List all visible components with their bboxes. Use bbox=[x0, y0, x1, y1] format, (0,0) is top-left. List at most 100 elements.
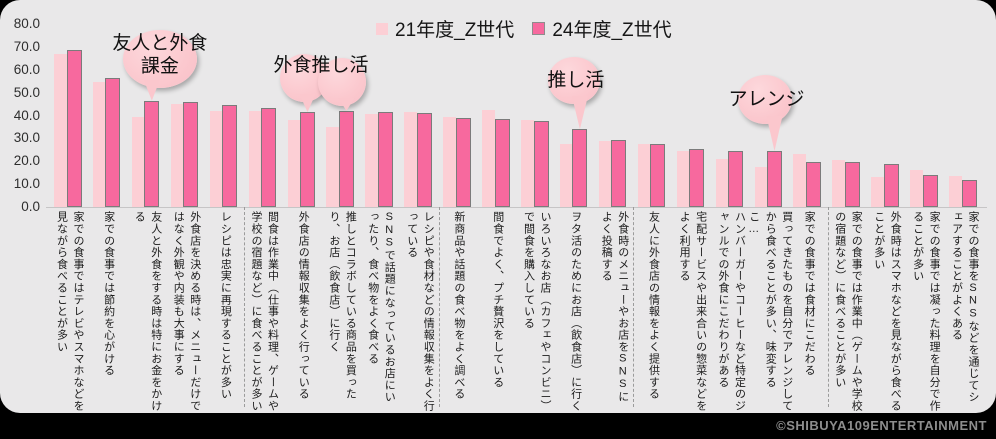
bar-fy21 bbox=[559, 144, 573, 207]
category-cell: 推しとコラボしている商品を買ったり、お店（飲食店）に行く bbox=[322, 211, 361, 412]
bar-fy24 bbox=[805, 162, 821, 207]
bar-fy21 bbox=[598, 140, 612, 207]
legend-label-fy24: 24年度_Z世代 bbox=[552, 20, 672, 41]
bar-fy21 bbox=[365, 114, 378, 207]
category-cell: 家での食事をSNSなどを通じてシェアすることがよくある bbox=[945, 211, 984, 412]
category-label: レシピや食材などの情報収集をよく行っている bbox=[405, 211, 435, 412]
callout-bubble bbox=[737, 75, 792, 124]
category-cell: レシピは忠実に再現することが多い bbox=[206, 211, 245, 412]
bar-fy21 bbox=[170, 104, 184, 207]
y-tick-label: 60.0 bbox=[13, 61, 40, 77]
category-label: 買ってきたものを自分でアレンジしてから食べることが多い、味変するこ… bbox=[747, 211, 793, 412]
legend-swatch-fy24 bbox=[532, 22, 546, 35]
group-separator bbox=[827, 207, 829, 407]
category-label: 外食時はスマホなどを見ながら食べることが多い bbox=[872, 211, 902, 412]
category-cell: いろいろなお店（カフェやコンビニ）で間食を購入している bbox=[517, 211, 556, 412]
category-label: 宅配サービスや出来合いの惣菜などをよく利用する bbox=[678, 211, 707, 412]
category-cell: 買ってきたものを自分でアレンジしてから食べることが多い、味変するこ… bbox=[748, 211, 793, 412]
callout-label: 友人と外食 課金 bbox=[112, 33, 208, 77]
category-axis: 家での食事ではテレビやスマホなどを見ながら食べることが多い 家での食事では節約を心… bbox=[50, 207, 984, 412]
legend-item-fy21: 21年度_Z世代 bbox=[376, 15, 514, 42]
category-cell: 家での食事では節約を心がける bbox=[89, 211, 128, 412]
bar-fy24 bbox=[922, 174, 938, 207]
bar-fy21 bbox=[910, 170, 923, 207]
callout-label: アレンジ bbox=[728, 89, 805, 110]
bar-fy24 bbox=[416, 113, 432, 207]
category-label: 友人と外食をする時は特にお金をかける bbox=[133, 211, 162, 412]
category-label: 家での食事をSNSなどを通じてシェアすることがよくある bbox=[950, 211, 980, 403]
plot-area bbox=[50, 0, 984, 207]
bar-fy24 bbox=[494, 118, 510, 207]
category-label: 家での食事では凝った料理を自分で作ることが多い bbox=[911, 211, 941, 412]
category-cell: 友人と外食をする時は特にお金をかける bbox=[128, 211, 167, 412]
x-axis-line bbox=[46, 207, 987, 208]
category-label: 家での食事では節約を心がける bbox=[102, 211, 115, 377]
y-tick-label: 10.0 bbox=[13, 176, 40, 192]
y-tick-label: 70.0 bbox=[13, 38, 40, 54]
category-cell: SNSで話題になっているお店にいったり、食べ物をよく食べる bbox=[361, 211, 400, 412]
legend-item-fy24: 24年度_Z世代 bbox=[532, 15, 672, 42]
category-cell: 家での食事ではテレビやスマホなどを見ながら食べることが多い bbox=[50, 211, 89, 412]
bar-fy21 bbox=[521, 120, 534, 207]
category-cell: 間食は作業中（仕事や料理、ゲームや学校の宿題など）に食べることが多い bbox=[245, 211, 284, 412]
bar-fy24 bbox=[338, 110, 354, 207]
bar-fy21 bbox=[715, 158, 729, 207]
category-label: 家での食事では食材にこだわる bbox=[803, 211, 816, 377]
bar-fy21 bbox=[131, 116, 145, 207]
category-cell: ハンバーガーやコーヒーなど特定のジャンルでの外食にこだわりがある bbox=[712, 211, 751, 412]
bar-fy24 bbox=[883, 163, 899, 207]
group-separator bbox=[438, 207, 440, 407]
bar-fy24 bbox=[844, 162, 860, 207]
bar-fy24 bbox=[105, 77, 121, 207]
legend-swatch-fy21 bbox=[376, 22, 388, 35]
bar-fy24 bbox=[377, 112, 393, 207]
copyright-text: ©SHIBUYA109ENTERTAINMENT bbox=[776, 418, 987, 433]
callout-label: 推し活 bbox=[547, 70, 605, 91]
bar-fy21 bbox=[287, 120, 300, 207]
category-cell: 外食時はスマホなどを見ながら食べることが多い bbox=[867, 211, 906, 412]
category-label: 間食でよく、プチ贅沢をしている bbox=[491, 211, 504, 388]
category-label: 友人に外食店の情報をよく提供する bbox=[647, 211, 660, 400]
bar-fy21 bbox=[871, 177, 884, 207]
bar-fy24 bbox=[455, 117, 471, 207]
bar-fy24 bbox=[728, 150, 744, 207]
category-cell: 外食時のメニューやお店をSNSによく投稿する bbox=[595, 211, 634, 412]
category-cell: 外食店を決める時は、メニューだけではなく外観や内装も大事にする bbox=[167, 211, 206, 412]
bar-fy21 bbox=[482, 109, 495, 207]
bar-fy24 bbox=[144, 100, 160, 207]
category-label: 外食店の情報収集をよく行っている bbox=[297, 211, 310, 400]
category-label: 外食店を決める時は、メニューだけではなく外観や内装も大事にする bbox=[172, 211, 201, 412]
category-cell: 家での食事では凝った料理を自分で作ることが多い bbox=[906, 211, 945, 412]
bar-fy21 bbox=[637, 144, 651, 207]
category-label: いろいろなお店（カフェやコンビニ）で間食を購入している bbox=[522, 211, 551, 412]
group-separator bbox=[244, 207, 246, 407]
bar-fy21 bbox=[326, 126, 339, 207]
y-tick-label: 50.0 bbox=[13, 84, 40, 100]
bar-fy24 bbox=[611, 139, 627, 207]
y-tick-label: 0.0 bbox=[21, 199, 40, 214]
chart-legend: 21年度_Z世代 24年度_Z世代 bbox=[376, 15, 672, 42]
bar-fy24 bbox=[66, 50, 82, 207]
bar-fy24 bbox=[767, 150, 782, 207]
callout-bubble bbox=[122, 30, 197, 88]
bar-fy24 bbox=[533, 121, 549, 207]
bar-fy21 bbox=[443, 116, 456, 207]
category-label: 推しとコラボしている商品を買ったり、お店（飲食店）に行く bbox=[327, 211, 357, 400]
bar-fy21 bbox=[248, 110, 262, 207]
bar-fy21 bbox=[676, 150, 690, 207]
category-label: ハンバーガーやコーヒーなど特定のジャンルでの外食にこだわりがある bbox=[717, 211, 746, 412]
category-cell: ヲタ活のためにお店（飲食店）に行く bbox=[556, 211, 595, 412]
category-label: 家での食事では作業中（ゲームや学校の宿題など）に食べることが多い bbox=[833, 211, 863, 412]
category-label: 間食は作業中（仕事や料理、ゲームや学校の宿題など）に食べることが多い bbox=[250, 211, 279, 412]
category-cell: 新商品や話題の食べ物をよく調べる bbox=[439, 211, 478, 412]
y-tick-label: 80.0 bbox=[13, 16, 40, 31]
category-label: SNSで話題になっているお店にいったり、食べ物をよく食べる bbox=[366, 211, 396, 403]
category-label: 家での食事ではテレビやスマホなどを見ながら食べることが多い bbox=[55, 211, 84, 412]
category-label: 外食時のメニューやお店をSNSによく投稿する bbox=[600, 211, 629, 403]
y-tick-label: 20.0 bbox=[13, 153, 40, 169]
category-cell: 外食店の情報収集をよく行っている bbox=[284, 211, 323, 412]
bar-fy24 bbox=[261, 107, 277, 207]
category-label: レシピは忠実に再現することが多い bbox=[219, 211, 232, 400]
bar-fy21 bbox=[832, 160, 845, 207]
